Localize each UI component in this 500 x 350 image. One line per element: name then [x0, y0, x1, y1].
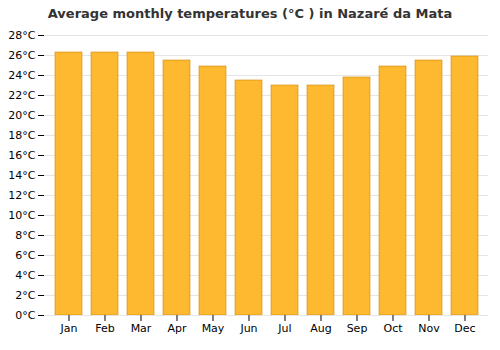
svg-text:Jan: Jan: [60, 322, 78, 335]
svg-text:2°C: 2°C: [15, 289, 35, 302]
svg-text:18°C: 18°C: [8, 129, 35, 142]
svg-text:Sep: Sep: [347, 322, 368, 335]
svg-text:14°C: 14°C: [8, 169, 35, 182]
svg-text:4°C: 4°C: [15, 269, 35, 282]
svg-text:Dec: Dec: [454, 322, 475, 335]
svg-text:10°C: 10°C: [8, 209, 35, 222]
svg-text:12°C: 12°C: [8, 189, 35, 202]
svg-text:24°C: 24°C: [8, 69, 35, 82]
svg-text:Aug: Aug: [310, 322, 331, 335]
svg-text:Feb: Feb: [95, 322, 114, 335]
svg-text:Nov: Nov: [418, 322, 440, 335]
svg-text:20°C: 20°C: [8, 109, 35, 122]
svg-text:8°C: 8°C: [15, 229, 35, 242]
svg-text:Apr: Apr: [167, 322, 187, 335]
html-text:Average monthly temperatures (: Average monthly temperatures (°C ) in Na…: [47, 6, 453, 21]
svg-text:22°C: 22°C: [8, 89, 35, 102]
svg-text:0°C: 0°C: [15, 309, 35, 322]
svg-text:Jul: Jul: [277, 322, 291, 335]
svg-text:Jun: Jun: [239, 322, 257, 335]
svg-text:Oct: Oct: [383, 322, 403, 335]
svg-text:6°C: 6°C: [15, 249, 35, 262]
svg-text:16°C: 16°C: [8, 149, 35, 162]
svg-text:Mar: Mar: [131, 322, 152, 335]
svg-text:May: May: [202, 322, 225, 335]
svg-text:26°C: 26°C: [8, 49, 35, 62]
svg-text:28°C: 28°C: [8, 29, 35, 42]
